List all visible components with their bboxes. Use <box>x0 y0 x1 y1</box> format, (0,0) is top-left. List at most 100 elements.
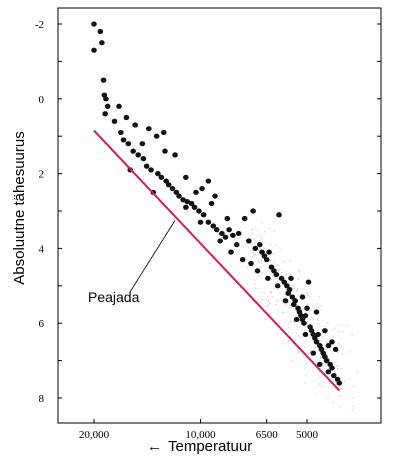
faint-star <box>269 260 271 262</box>
faint-star <box>257 228 259 231</box>
faint-star <box>281 268 284 270</box>
faint-star <box>296 332 298 334</box>
star-point <box>140 156 147 162</box>
faint-star <box>272 296 274 298</box>
faint-star <box>293 321 295 323</box>
star-point <box>299 294 306 300</box>
faint-star <box>254 282 256 285</box>
faint-star <box>318 324 321 327</box>
star-point <box>281 279 287 285</box>
star-point <box>336 380 343 386</box>
faint-star <box>258 240 260 242</box>
star-point <box>130 148 136 154</box>
faint-star <box>282 311 284 313</box>
faint-star <box>325 349 328 352</box>
star-point <box>212 193 218 199</box>
star-point <box>165 182 172 188</box>
faint-star <box>251 232 254 234</box>
star-point <box>197 219 204 225</box>
faint-star <box>254 287 257 289</box>
faint-star <box>304 382 306 385</box>
star-point <box>99 40 105 46</box>
faint-star <box>288 307 291 309</box>
data-points <box>91 21 343 386</box>
faint-star <box>261 221 263 224</box>
star-point <box>313 339 320 345</box>
faint-star <box>334 327 336 329</box>
star-point <box>224 215 231 222</box>
star-point <box>143 163 150 169</box>
star-point <box>246 238 252 244</box>
star-point <box>289 294 296 300</box>
star-point <box>273 271 280 278</box>
star-point <box>302 331 309 338</box>
faint-star <box>328 358 331 360</box>
faint-star <box>270 292 272 294</box>
star-point <box>266 249 272 255</box>
faint-star <box>300 353 303 355</box>
faint-star <box>269 227 271 229</box>
faint-star <box>318 376 320 379</box>
star-point <box>199 185 205 192</box>
star-point <box>155 171 161 177</box>
x-tick-label: 20,000 <box>79 429 110 441</box>
faint-star <box>266 305 268 307</box>
faint-star <box>277 333 279 335</box>
faint-star <box>290 274 292 276</box>
faint-star <box>324 325 327 328</box>
y-tick-label: 0 <box>39 94 45 106</box>
star-point <box>188 200 195 207</box>
faint-star <box>315 346 318 348</box>
faint-star <box>275 303 277 306</box>
star-point <box>173 189 180 195</box>
faint-star <box>272 253 275 255</box>
faint-star <box>287 327 289 329</box>
star-point <box>250 208 256 214</box>
star-point <box>176 193 182 199</box>
faint-star <box>353 385 356 388</box>
faint-star <box>262 298 264 300</box>
star-point <box>228 249 234 255</box>
faint-star <box>283 311 285 314</box>
faint-star <box>283 343 285 345</box>
star-point <box>265 275 271 281</box>
faint-star <box>339 395 342 397</box>
faint-star <box>277 308 279 310</box>
star-point <box>163 178 170 184</box>
star-point <box>184 199 191 205</box>
faint-star <box>253 239 255 241</box>
faint-star <box>344 380 346 383</box>
star-point <box>205 178 212 184</box>
star-point <box>148 167 154 173</box>
star-point <box>123 114 130 121</box>
star-point <box>271 268 277 274</box>
faint-star <box>338 406 341 408</box>
faint-star <box>277 264 279 266</box>
faint-star <box>257 287 259 290</box>
star-point <box>263 257 270 263</box>
star-point <box>301 320 307 326</box>
faint-star <box>261 272 264 274</box>
star-point <box>302 313 309 319</box>
faint-star <box>341 368 343 370</box>
faint-star <box>251 228 254 231</box>
star-point <box>132 122 138 128</box>
faint-star <box>289 320 292 323</box>
faint-star <box>292 284 294 287</box>
faint-star <box>295 314 297 317</box>
star-point <box>103 96 109 102</box>
star-point <box>180 197 186 203</box>
faint-star <box>351 409 354 411</box>
faint-star <box>337 351 339 354</box>
faint-star <box>279 249 282 251</box>
faint-star <box>316 302 318 305</box>
faint-star <box>288 340 290 342</box>
star-point <box>235 230 242 237</box>
star-point <box>317 361 323 367</box>
faint-star <box>257 298 259 300</box>
faint-star <box>338 331 341 333</box>
star-point <box>91 21 97 27</box>
star-point <box>191 204 198 210</box>
faint-star <box>285 319 288 321</box>
